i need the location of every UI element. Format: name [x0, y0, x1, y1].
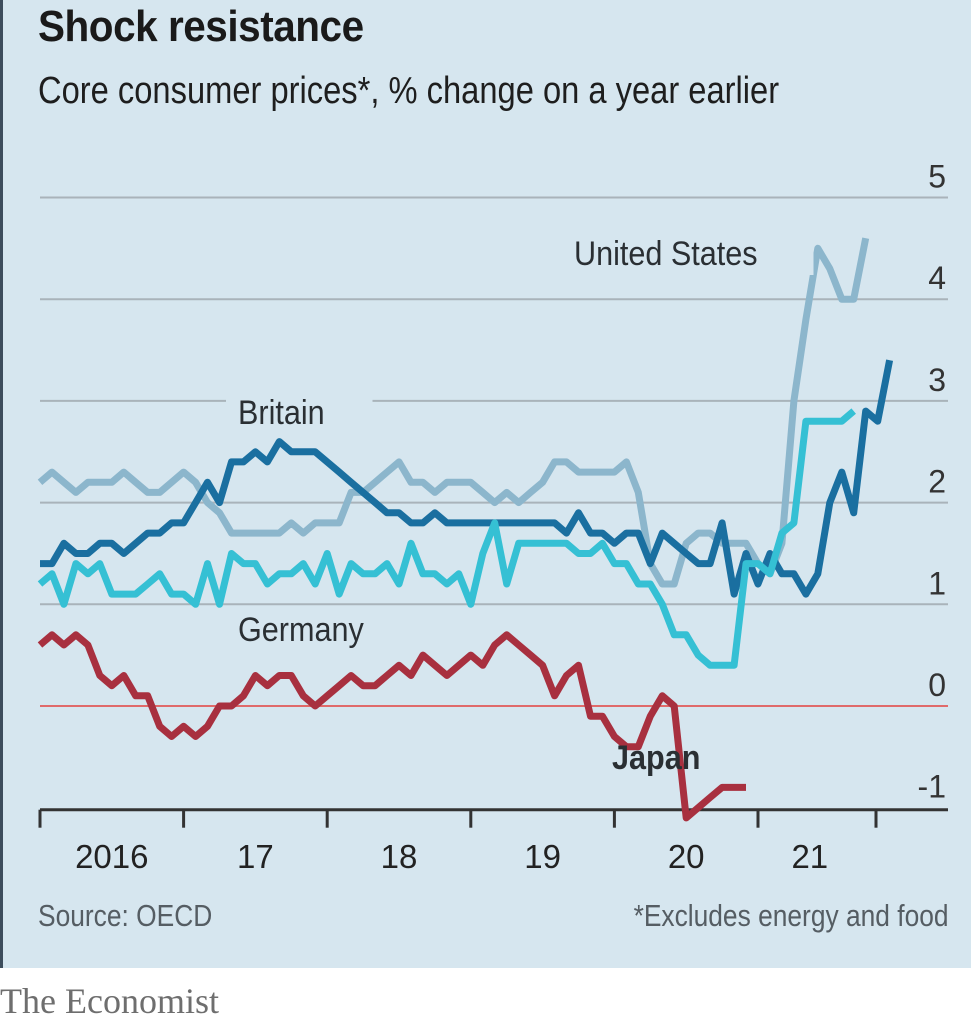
x-tick-label: 20 [668, 838, 705, 875]
x-tick-label: 2016 [75, 838, 148, 875]
series-label-united-states: United States [574, 235, 758, 273]
series-labels: United States Britain Germany Japan [226, 233, 814, 776]
x-axis: 2016 17 18 19 20 21 [38, 808, 948, 875]
series-line-britain [40, 359, 894, 598]
chart-panel [0, 0, 971, 968]
y-tick-label: 3 [928, 362, 946, 398]
y-tick-label: 2 [928, 464, 946, 500]
y-tick-label: 0 [928, 667, 946, 703]
footnote: *Excludes energy and food [634, 898, 949, 933]
y-axis-tick-labels: 5 4 3 2 1 0 -1 [918, 159, 946, 805]
y-tick-label: -1 [918, 769, 946, 805]
y-tick-label: 5 [928, 159, 946, 195]
y-tick-label: 1 [928, 565, 946, 601]
series-line-japan [37, 631, 746, 822]
x-tick-label: 17 [237, 838, 274, 875]
y-tick-label: 4 [928, 260, 946, 296]
chart-subtitle: Core consumer prices*, % change on a yea… [38, 70, 780, 112]
series-label-germany: Germany [238, 611, 365, 649]
series-label-japan: Japan [612, 739, 700, 777]
series-lines [37, 237, 894, 822]
series-label-britain: Britain [238, 394, 325, 432]
x-tick-label: 18 [381, 838, 418, 875]
x-tick-label: 19 [524, 838, 561, 875]
chart-title: Shock resistance [38, 2, 364, 51]
source-note: Source: OECD [38, 898, 213, 933]
label-background [562, 233, 814, 275]
series-line-germany [37, 408, 856, 669]
label-background [226, 392, 373, 434]
publisher-logo: The Economist [0, 981, 219, 1021]
x-tick-label: 21 [791, 838, 828, 875]
